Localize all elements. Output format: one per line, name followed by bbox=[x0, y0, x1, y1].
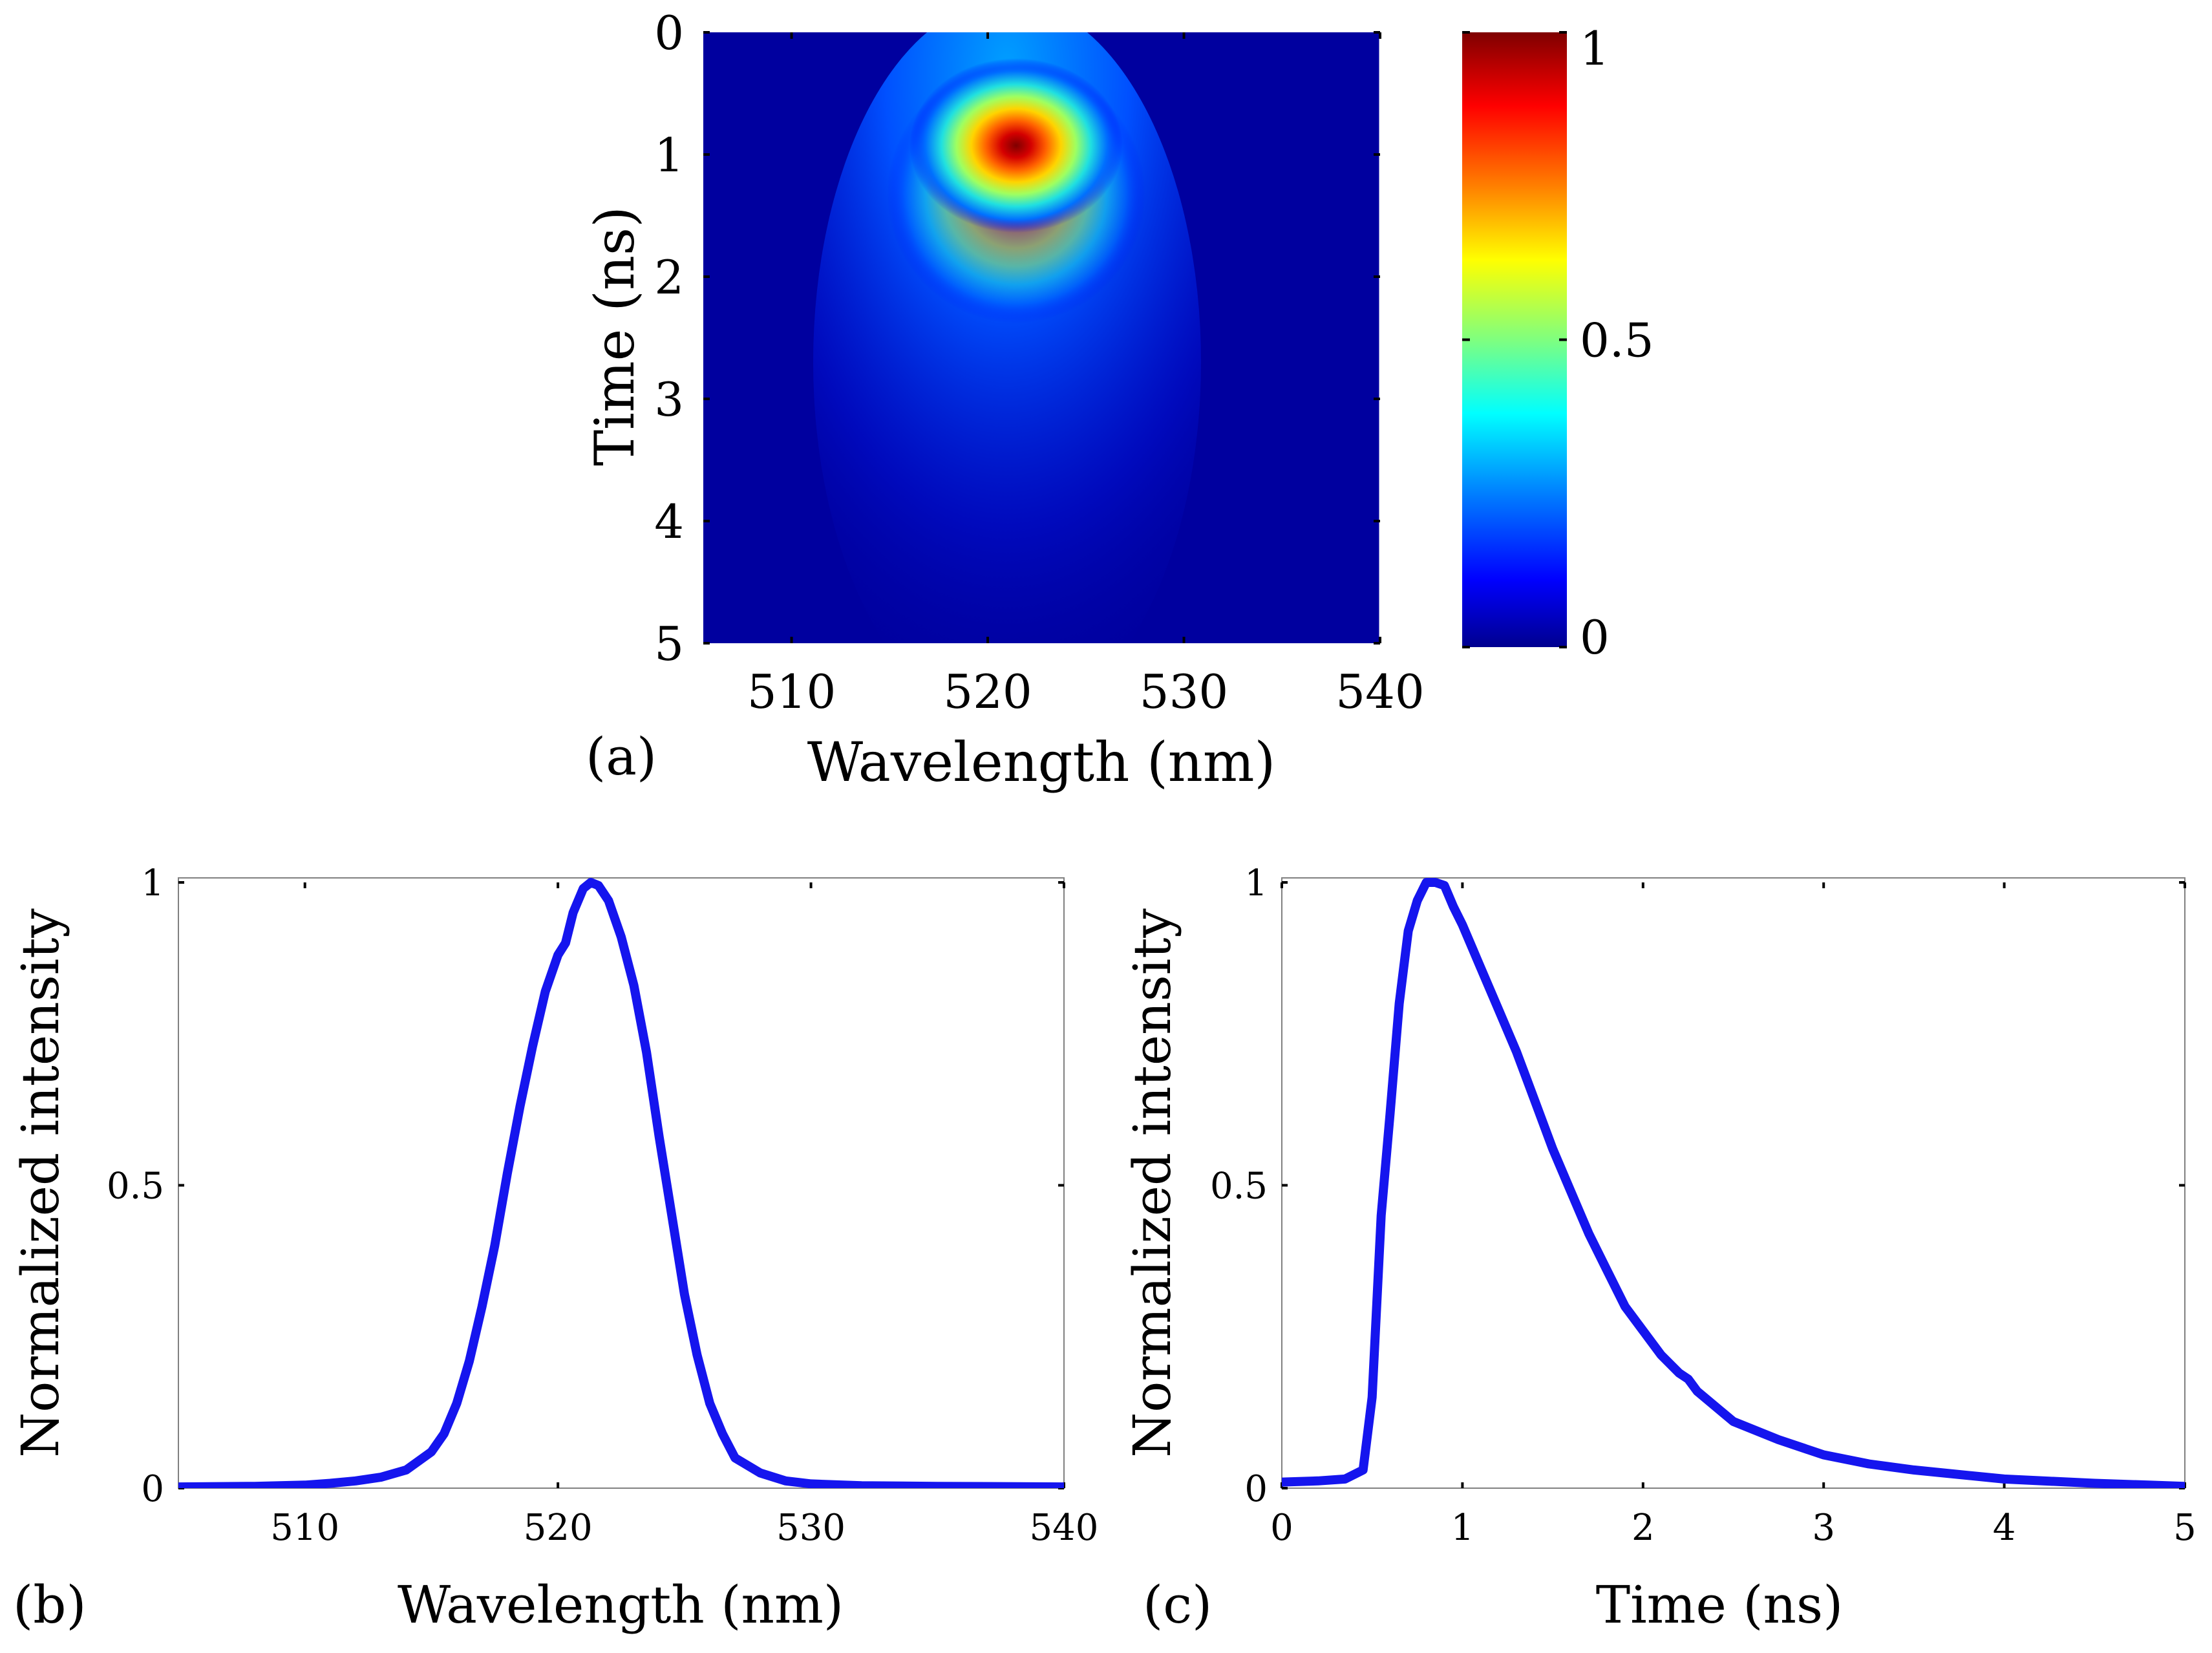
heatmap-peak-spot bbox=[909, 58, 1123, 233]
panel-label-b: (b) bbox=[13, 1575, 87, 1635]
panel-b: 510 520 530 540 0 0.5 1 Wavelength (nm) Normal… bbox=[10, 862, 1098, 1635]
a-y-tick-label: 2 bbox=[654, 250, 684, 304]
b-y-tick-label: 0.5 bbox=[107, 1166, 164, 1208]
c-series-line bbox=[1282, 878, 2185, 1488]
c-x-tick-label: 0 bbox=[1270, 1507, 1293, 1549]
c-y-tick-label: 0.5 bbox=[1210, 1166, 1268, 1208]
a-x-tick-label: 510 bbox=[747, 665, 836, 719]
c-y-tick-label: 0 bbox=[1244, 1468, 1268, 1510]
a-y-tick-label: 1 bbox=[654, 128, 684, 182]
a-x-axis-label: Wavelength (nm) bbox=[807, 731, 1276, 794]
a-y-tick-label: 5 bbox=[654, 617, 684, 671]
c-y-tick-label: 1 bbox=[1244, 862, 1268, 904]
b-series-line bbox=[178, 878, 1064, 1488]
c-x-tick-label: 2 bbox=[1632, 1507, 1655, 1549]
b-x-axis-label: Wavelength (nm) bbox=[398, 1575, 844, 1635]
a-y-tick-label: 3 bbox=[654, 372, 684, 427]
a-x-tick-label: 520 bbox=[943, 665, 1032, 719]
c-plot-frame bbox=[1281, 877, 2185, 1489]
panel-label-a: (a) bbox=[586, 727, 657, 787]
colorbar-tick-label: 0.5 bbox=[1580, 314, 1654, 368]
a-y-axis-label: Time (ns) bbox=[583, 206, 646, 466]
a-y-tick-label: 4 bbox=[654, 495, 684, 549]
c-x-tick-label: 4 bbox=[1993, 1507, 2016, 1549]
panel-a: 510 520 530 540 0 1 2 3 4 5 0 0.5 1 Wavelength (nm)… bbox=[583, 6, 1654, 794]
b-y-axis-label: Normalized intensity bbox=[10, 908, 70, 1457]
colorbar-tick-label: 0 bbox=[1580, 610, 1610, 665]
c-x-tick-label: 5 bbox=[2173, 1507, 2196, 1549]
c-x-axis-label: Time (ns) bbox=[1596, 1575, 1844, 1635]
b-x-tick-label: 530 bbox=[776, 1507, 845, 1549]
b-y-tick-label: 0 bbox=[141, 1468, 164, 1510]
b-plot-frame bbox=[178, 877, 1065, 1489]
c-y-axis-label: Normalized intensity bbox=[1122, 908, 1182, 1457]
a-y-tick-label: 0 bbox=[654, 6, 684, 60]
b-x-tick-label: 510 bbox=[270, 1507, 339, 1549]
c-x-tick-label: 1 bbox=[1451, 1507, 1474, 1549]
colorbar-tick-label: 1 bbox=[1580, 21, 1610, 76]
colorbar bbox=[1462, 32, 1567, 647]
a-x-tick-label: 540 bbox=[1335, 665, 1424, 719]
b-x-tick-label: 520 bbox=[524, 1507, 593, 1549]
b-y-tick-label: 1 bbox=[141, 862, 164, 904]
a-x-tick-label: 530 bbox=[1140, 665, 1228, 719]
b-x-tick-label: 540 bbox=[1030, 1507, 1099, 1549]
panel-label-c: (c) bbox=[1143, 1575, 1212, 1635]
c-x-tick-label: 3 bbox=[1812, 1507, 1835, 1549]
panel-c: 0 1 2 3 4 5 0 0.5 1 Time (ns) Normalized intensi… bbox=[1122, 862, 2196, 1635]
